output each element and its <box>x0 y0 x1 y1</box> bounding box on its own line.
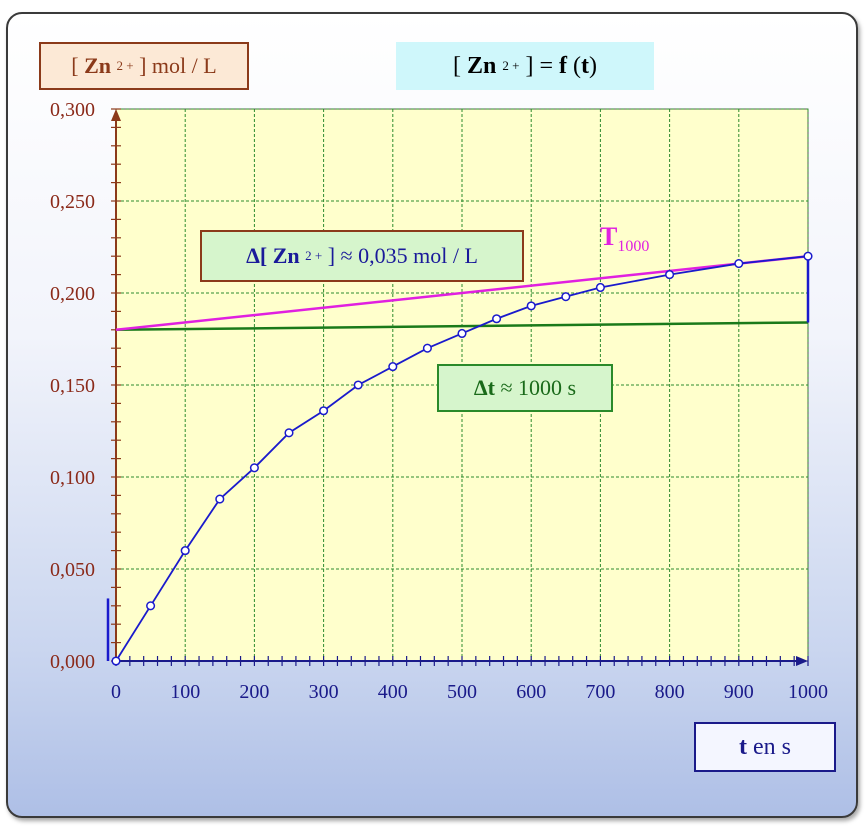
title-paren-close: ) <box>588 52 597 79</box>
delta-t-line <box>115 321 809 332</box>
delta-time-annotation: Δt ≈ 1000 s <box>437 364 613 412</box>
y-tick-label: 0,200 <box>50 283 95 305</box>
title-mid: ] = <box>525 52 553 79</box>
title-open: [ <box>453 52 461 79</box>
chart-title: [ Zn 2 + ] = f (t) <box>396 42 654 90</box>
x-label-t: t <box>739 733 747 760</box>
data-point <box>492 314 502 324</box>
x-axis-arrow <box>796 656 808 666</box>
y-tick-label: 0,000 <box>50 651 95 673</box>
tangent-label: T1000 <box>600 222 649 256</box>
x-tick-label: 400 <box>378 681 408 703</box>
data-point <box>353 380 363 390</box>
data-point <box>803 251 813 261</box>
data-point <box>284 428 294 438</box>
delta-c-species: Zn <box>272 243 300 268</box>
data-point <box>595 282 605 293</box>
title-paren-open: ( <box>572 52 581 79</box>
x-tick-label: 500 <box>447 681 477 703</box>
y-tick-label: 0,250 <box>50 191 95 213</box>
y-label-unit: ] mol / L <box>139 53 217 78</box>
x-tick-label: 800 <box>655 681 685 703</box>
delta-c-value: ] ≈ 0,035 mol / L <box>327 243 478 268</box>
delta-c-prefix: Δ[ <box>246 243 268 268</box>
title-species: Zn <box>467 52 497 79</box>
tangent-letter: T <box>600 222 618 251</box>
y-tick-label: 0,050 <box>50 559 95 581</box>
data-point <box>388 362 398 372</box>
x-tick-label: 1000 <box>788 681 828 703</box>
data-point <box>526 301 536 311</box>
data-point <box>734 259 744 269</box>
series-line <box>115 255 809 662</box>
data-point <box>215 494 225 504</box>
y-tick-label: 0,300 <box>50 99 95 121</box>
tangent-subscript: 1000 <box>617 238 650 256</box>
delta-t-value: ≈ 1000 s <box>500 375 577 400</box>
x-label-unit: en s <box>753 733 791 760</box>
delta-concentration-annotation: Δ[ Zn 2 + ] ≈ 0,035 mol / L <box>200 230 524 282</box>
data-point <box>180 546 190 556</box>
data-point <box>319 406 329 416</box>
x-tick-label: 100 <box>170 681 200 703</box>
data-point <box>146 601 156 611</box>
y-label-charge: 2 + <box>116 58 134 73</box>
x-tick-label: 600 <box>516 681 546 703</box>
x-axis-label: t en s <box>694 722 836 772</box>
data-point <box>111 656 121 666</box>
y-label-species: Zn <box>84 53 112 78</box>
data-point <box>249 463 259 473</box>
data-point <box>422 343 432 353</box>
y-tick-label: 0,100 <box>50 467 95 489</box>
delta-c-charge: 2 + <box>305 248 323 263</box>
tangent-line <box>115 254 809 332</box>
x-tick-label: 700 <box>585 681 615 703</box>
x-tick-label: 0 <box>111 681 121 703</box>
y-label-open: [ <box>71 53 79 78</box>
y-axis-arrow <box>111 109 121 121</box>
x-tick-label: 300 <box>309 681 339 703</box>
title-f: f <box>558 52 567 79</box>
data-point <box>457 328 467 339</box>
title-t: t <box>580 52 589 79</box>
x-tick-label: 900 <box>724 681 754 703</box>
y-axis-label: [ Zn 2 + ] mol / L <box>39 42 249 90</box>
data-point <box>665 270 675 280</box>
title-charge: 2 + <box>502 58 520 73</box>
x-tick-label: 200 <box>239 681 269 703</box>
y-tick-label: 0,150 <box>50 375 95 397</box>
delta-t-prefix: Δt <box>473 375 495 400</box>
data-point <box>561 292 571 302</box>
